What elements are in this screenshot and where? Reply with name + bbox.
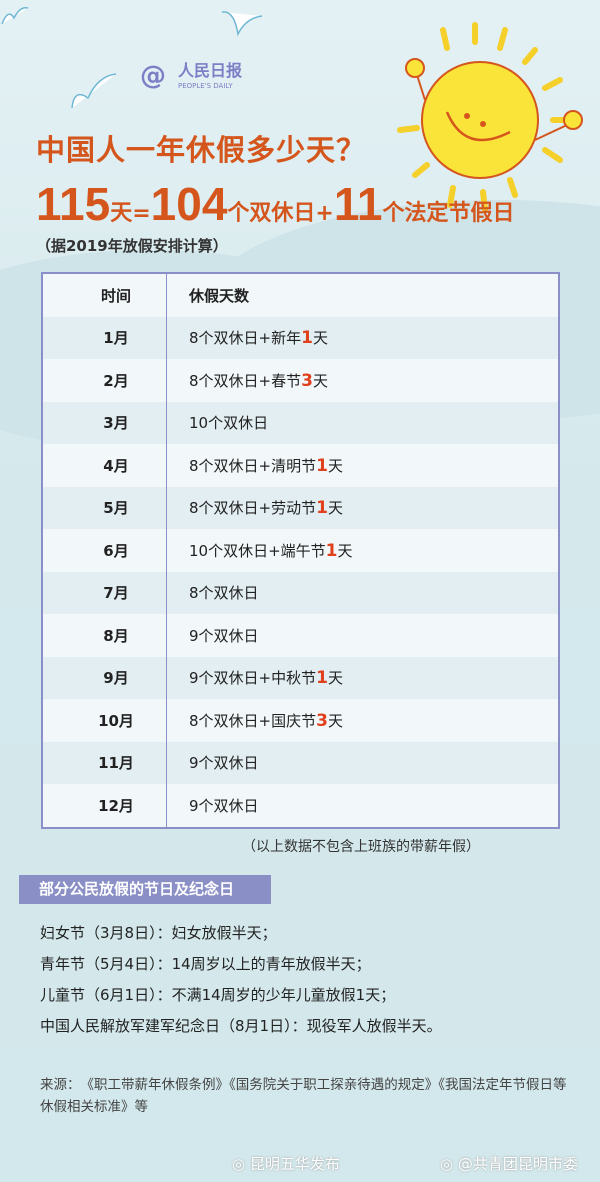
bird-icon: [221, 11, 263, 37]
days-cell: 8个双休日+清明节1天: [167, 455, 343, 476]
watermark-text: 昆明五华发布: [249, 1155, 340, 1173]
section-title: 部分公民放假的节日及纪念日: [19, 875, 271, 904]
days-cell: 10个双休日: [167, 412, 268, 433]
holiday-days: 3: [301, 370, 313, 391]
month-cell: 7月: [103, 584, 129, 603]
table-row: 11月 9个双休日: [43, 741, 558, 784]
days-text: 10个双休日+端午节: [189, 541, 326, 560]
holiday-days: 1: [325, 540, 338, 561]
days-cell: 8个双休日+劳动节1天: [167, 497, 343, 518]
table-row: 10月 8个双休日+国庆节3天: [43, 699, 558, 742]
sun-illustration: [397, 22, 583, 213]
source-text: 来源： 《职工带薪年休假条例》《国务院关于职工探亲待遇的规定》《我国法定年节假日…: [40, 1077, 567, 1115]
legal-unit: 个法定节假日: [382, 201, 515, 226]
weekend-days: 104: [150, 178, 228, 230]
total-unit: 天=: [110, 201, 151, 226]
days-text: 8个双休日+春节: [189, 371, 302, 390]
holiday-days: 1: [316, 498, 328, 519]
days-text: 10个双休日: [189, 414, 269, 433]
logo-symbol: @: [140, 61, 166, 91]
weibo-icon: ◎: [440, 1155, 458, 1173]
list-item: 青年节（5月4日）：14周岁以上的青年放假半天；: [40, 955, 371, 973]
logo-name-en: PEOPLE'S DAILY: [178, 82, 233, 90]
days-text: 9个双休日+中秋节: [189, 669, 317, 688]
weekend-unit: 个双休日+: [227, 201, 334, 226]
table-header: 时间 休假天数: [43, 274, 558, 317]
days-cell: 9个双休日: [167, 625, 259, 646]
table-row: 6月 10个双休日+端午节1天: [43, 529, 558, 572]
table-row: 4月 8个双休日+清明节1天: [43, 444, 558, 487]
days-text: 8个双休日+国庆节: [189, 711, 317, 730]
list-item: 中国人民解放军建军纪念日（8月1日）：现役军人放假半天。: [40, 1017, 442, 1035]
header-month: 时间: [100, 286, 131, 305]
holiday-table: 时间 休假天数 1月 8个双休日+新年1天 2月 8个双休日+春节3天 3月 10个…: [41, 272, 560, 829]
month-cell: 6月: [103, 541, 129, 560]
peoples-daily-logo: @ 人民日报 PEOPLE'S DAILY: [140, 60, 250, 96]
days-unit: 天: [312, 329, 328, 348]
holiday-days: 1: [316, 455, 328, 476]
month-cell: 4月: [103, 456, 129, 475]
days-unit: 天: [327, 456, 343, 475]
month-cell: 9月: [103, 669, 129, 688]
days-cell: 9个双休日+中秋节1天: [167, 667, 343, 688]
legal-days: 11: [333, 178, 383, 230]
month-cell: 2月: [103, 371, 129, 390]
basis-note: （据2019年放假安排计算）: [36, 237, 228, 255]
days-unit: 天: [327, 499, 343, 518]
month-cell: 5月: [103, 499, 129, 518]
month-cell: 8月: [103, 626, 129, 645]
days-cell: 8个双休日+国庆节3天: [167, 710, 343, 731]
days-cell: 9个双休日: [167, 795, 259, 816]
table-row: 12月 9个双休日: [43, 784, 558, 827]
watermark-text: @共青团昆明市委: [457, 1155, 578, 1173]
logo-name: 人民日报: [178, 61, 243, 80]
days-unit: 天: [327, 669, 343, 688]
holiday-days: 1: [316, 668, 328, 689]
table-row: 5月 8个双休日+劳动节1天: [43, 486, 558, 529]
days-text: 9个双休日: [189, 796, 259, 815]
month-cell: 3月: [103, 414, 129, 433]
list-item: 儿童节（6月1日）：不满14周岁的少年儿童放假1天；: [40, 986, 396, 1004]
equation: 115天=104个双休日+11个法定节假日: [36, 178, 515, 230]
table-row: 8月 9个双休日: [43, 614, 558, 657]
table-row: 1月 8个双休日+新年1天: [43, 316, 558, 359]
days-cell: 8个双休日+新年1天: [167, 327, 328, 348]
days-text: 8个双休日+清明节: [189, 456, 317, 475]
days-cell: 10个双休日+端午节1天: [167, 540, 353, 561]
list-item: 妇女节（3月8日）：妇女放假半天；: [40, 924, 277, 942]
month-cell: 11月: [98, 754, 134, 773]
table-row: 7月 8个双休日: [43, 571, 558, 614]
watermark: ◎ @共青团昆明市委: [440, 1154, 578, 1174]
month-cell: 10月: [98, 711, 134, 730]
table-row: 2月 8个双休日+春节3天: [43, 359, 558, 402]
month-cell: 12月: [98, 796, 134, 815]
days-unit: 天: [327, 711, 343, 730]
days-unit: 天: [312, 371, 328, 390]
days-text: 9个双休日: [189, 754, 259, 773]
header-days: 休假天数: [189, 286, 250, 305]
days-text: 9个双休日: [189, 626, 259, 645]
days-text: 8个双休日: [189, 584, 259, 603]
watermark: ◎ 昆明五华发布: [232, 1154, 340, 1174]
weibo-icon: ◎: [232, 1155, 250, 1173]
days-unit: 天: [337, 541, 353, 560]
days-text: 8个双休日+劳动节: [189, 499, 317, 518]
days-cell: 8个双休日: [167, 582, 259, 603]
month-cell: 1月: [103, 329, 129, 348]
total-days: 115: [36, 178, 111, 230]
bird-icon: [71, 73, 117, 109]
table-row: 3月 10个双休日: [43, 401, 558, 444]
days-cell: 8个双休日+春节3天: [167, 370, 328, 391]
days-cell: 9个双休日: [167, 752, 259, 773]
table-note: （以上数据不包含上班族的带薪年假）: [242, 839, 480, 855]
bird-icon: [1, 6, 29, 25]
festival-list: 妇女节（3月8日）：妇女放假半天； 青年节（5月4日）：14周岁以上的青年放假半…: [40, 918, 442, 1042]
table-row: 9月 9个双休日+中秋节1天: [43, 656, 558, 699]
page-title: 中国人一年休假多少天？: [36, 133, 367, 167]
days-text: 8个双休日+新年: [189, 329, 302, 348]
holiday-days: 3: [316, 710, 328, 731]
holiday-days: 1: [301, 328, 313, 349]
